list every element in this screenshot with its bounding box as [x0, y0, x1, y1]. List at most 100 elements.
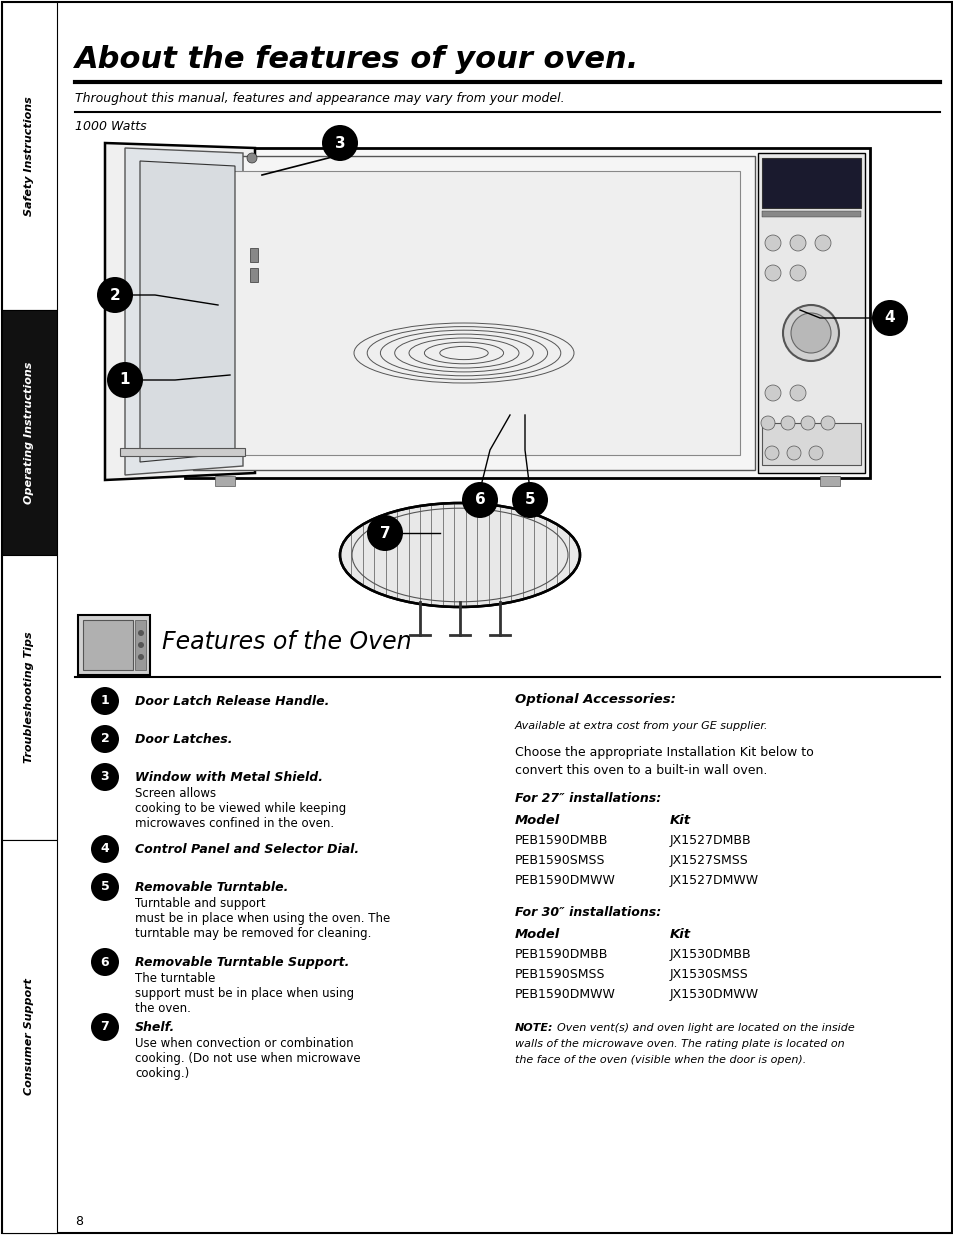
- Text: 5: 5: [100, 881, 110, 893]
- Bar: [761, 158, 861, 207]
- Text: Turntable and support: Turntable and support: [135, 897, 265, 910]
- Text: Troubleshooting Tips: Troubleshooting Tips: [25, 631, 34, 763]
- Text: Available at extra cost from your GE supplier.: Available at extra cost from your GE sup…: [515, 721, 768, 731]
- Circle shape: [786, 446, 801, 459]
- Bar: [820, 475, 840, 487]
- Text: cooking to be viewed while keeping: cooking to be viewed while keeping: [135, 802, 346, 815]
- Text: For 27″ installations:: For 27″ installations:: [515, 792, 660, 805]
- Circle shape: [808, 446, 822, 459]
- Polygon shape: [125, 148, 243, 475]
- Text: 8: 8: [75, 1215, 83, 1228]
- Bar: [2, 840, 57, 1233]
- Text: Oven vent(s) and oven light are located on the inside: Oven vent(s) and oven light are located …: [557, 1023, 854, 1032]
- Circle shape: [461, 482, 497, 517]
- Text: Removable Turntable Support.: Removable Turntable Support.: [135, 956, 349, 969]
- Text: Control Panel and Selector Dial.: Control Panel and Selector Dial.: [135, 844, 358, 856]
- Circle shape: [789, 385, 805, 401]
- Bar: [78, 615, 150, 676]
- Text: Throughout this manual, features and appearance may vary from your model.: Throughout this manual, features and app…: [75, 91, 564, 105]
- Circle shape: [764, 266, 781, 282]
- Text: Model: Model: [515, 814, 559, 827]
- Text: About the features of your oven.: About the features of your oven.: [75, 44, 639, 74]
- Text: Screen allows: Screen allows: [135, 787, 216, 800]
- Bar: [250, 268, 257, 282]
- Text: 3: 3: [101, 771, 110, 783]
- Text: JX1527DMBB: JX1527DMBB: [669, 834, 751, 847]
- Text: Use when convection or combination: Use when convection or combination: [135, 1037, 354, 1050]
- Text: Safety Instructions: Safety Instructions: [25, 96, 34, 216]
- Text: Features of the Oven: Features of the Oven: [162, 630, 411, 655]
- Bar: [2, 2, 57, 310]
- Text: 1: 1: [100, 694, 110, 708]
- Circle shape: [138, 630, 144, 636]
- Circle shape: [138, 642, 144, 648]
- Circle shape: [760, 416, 774, 430]
- Polygon shape: [105, 143, 254, 480]
- Text: For 30″ installations:: For 30″ installations:: [515, 906, 660, 919]
- Text: 1000 Watts: 1000 Watts: [75, 120, 147, 133]
- Text: support must be in place when using: support must be in place when using: [135, 987, 354, 1000]
- Text: JX1527DMWW: JX1527DMWW: [669, 874, 759, 887]
- Text: JX1527SMSS: JX1527SMSS: [669, 853, 748, 867]
- Text: 2: 2: [100, 732, 110, 746]
- Circle shape: [789, 235, 805, 251]
- Circle shape: [871, 300, 907, 336]
- Bar: [214, 475, 234, 487]
- Text: Kit: Kit: [669, 814, 690, 827]
- Bar: [193, 156, 754, 471]
- Text: microwaves confined in the oven.: microwaves confined in the oven.: [135, 818, 334, 830]
- Text: PEB1590DMWW: PEB1590DMWW: [515, 988, 616, 1002]
- Circle shape: [91, 1013, 119, 1041]
- Bar: [120, 448, 245, 456]
- Bar: [185, 148, 869, 478]
- Text: 7: 7: [379, 526, 390, 541]
- Text: PEB1590SMSS: PEB1590SMSS: [515, 853, 605, 867]
- Text: the face of the oven (visible when the door is open).: the face of the oven (visible when the d…: [515, 1055, 805, 1065]
- Circle shape: [97, 277, 132, 312]
- Circle shape: [91, 763, 119, 790]
- Circle shape: [247, 153, 256, 163]
- Text: 3: 3: [335, 136, 345, 151]
- Circle shape: [790, 312, 830, 353]
- Text: 6: 6: [101, 956, 110, 968]
- Bar: [2, 310, 57, 555]
- Text: JX1530DMWW: JX1530DMWW: [669, 988, 759, 1002]
- Bar: [2, 555, 57, 840]
- Text: Model: Model: [515, 927, 559, 941]
- Text: 1: 1: [120, 373, 131, 388]
- Circle shape: [91, 687, 119, 715]
- Circle shape: [764, 446, 779, 459]
- Text: Operating Instructions: Operating Instructions: [25, 362, 34, 504]
- Circle shape: [367, 515, 402, 551]
- Text: PEB1590DMBB: PEB1590DMBB: [515, 834, 608, 847]
- Circle shape: [91, 873, 119, 902]
- Circle shape: [781, 416, 794, 430]
- Bar: [83, 620, 132, 671]
- Text: Optional Accessories:: Optional Accessories:: [515, 693, 675, 706]
- Text: The turntable: The turntable: [135, 972, 215, 986]
- Bar: [758, 153, 864, 473]
- Circle shape: [764, 385, 781, 401]
- Circle shape: [138, 655, 144, 659]
- Text: cooking. (Do not use when microwave: cooking. (Do not use when microwave: [135, 1052, 360, 1065]
- Polygon shape: [140, 161, 234, 462]
- Circle shape: [107, 362, 143, 398]
- Circle shape: [789, 266, 805, 282]
- Bar: [135, 620, 146, 671]
- Text: cooking.): cooking.): [135, 1067, 189, 1079]
- Circle shape: [91, 948, 119, 976]
- Text: Consumer Support: Consumer Support: [25, 978, 34, 1095]
- Bar: [208, 170, 740, 454]
- Text: 5: 5: [524, 493, 535, 508]
- Text: walls of the microwave oven. The rating plate is located on: walls of the microwave oven. The rating …: [515, 1039, 843, 1049]
- Text: Choose the appropriate Installation Kit below to: Choose the appropriate Installation Kit …: [515, 746, 813, 760]
- Bar: [761, 424, 861, 466]
- Text: 6: 6: [475, 493, 485, 508]
- Text: 4: 4: [100, 842, 110, 856]
- Text: JX1530SMSS: JX1530SMSS: [669, 968, 748, 981]
- Circle shape: [91, 835, 119, 863]
- Text: must be in place when using the oven. The: must be in place when using the oven. Th…: [135, 911, 390, 925]
- Bar: [761, 211, 861, 217]
- Text: PEB1590DMWW: PEB1590DMWW: [515, 874, 616, 887]
- Circle shape: [782, 305, 838, 361]
